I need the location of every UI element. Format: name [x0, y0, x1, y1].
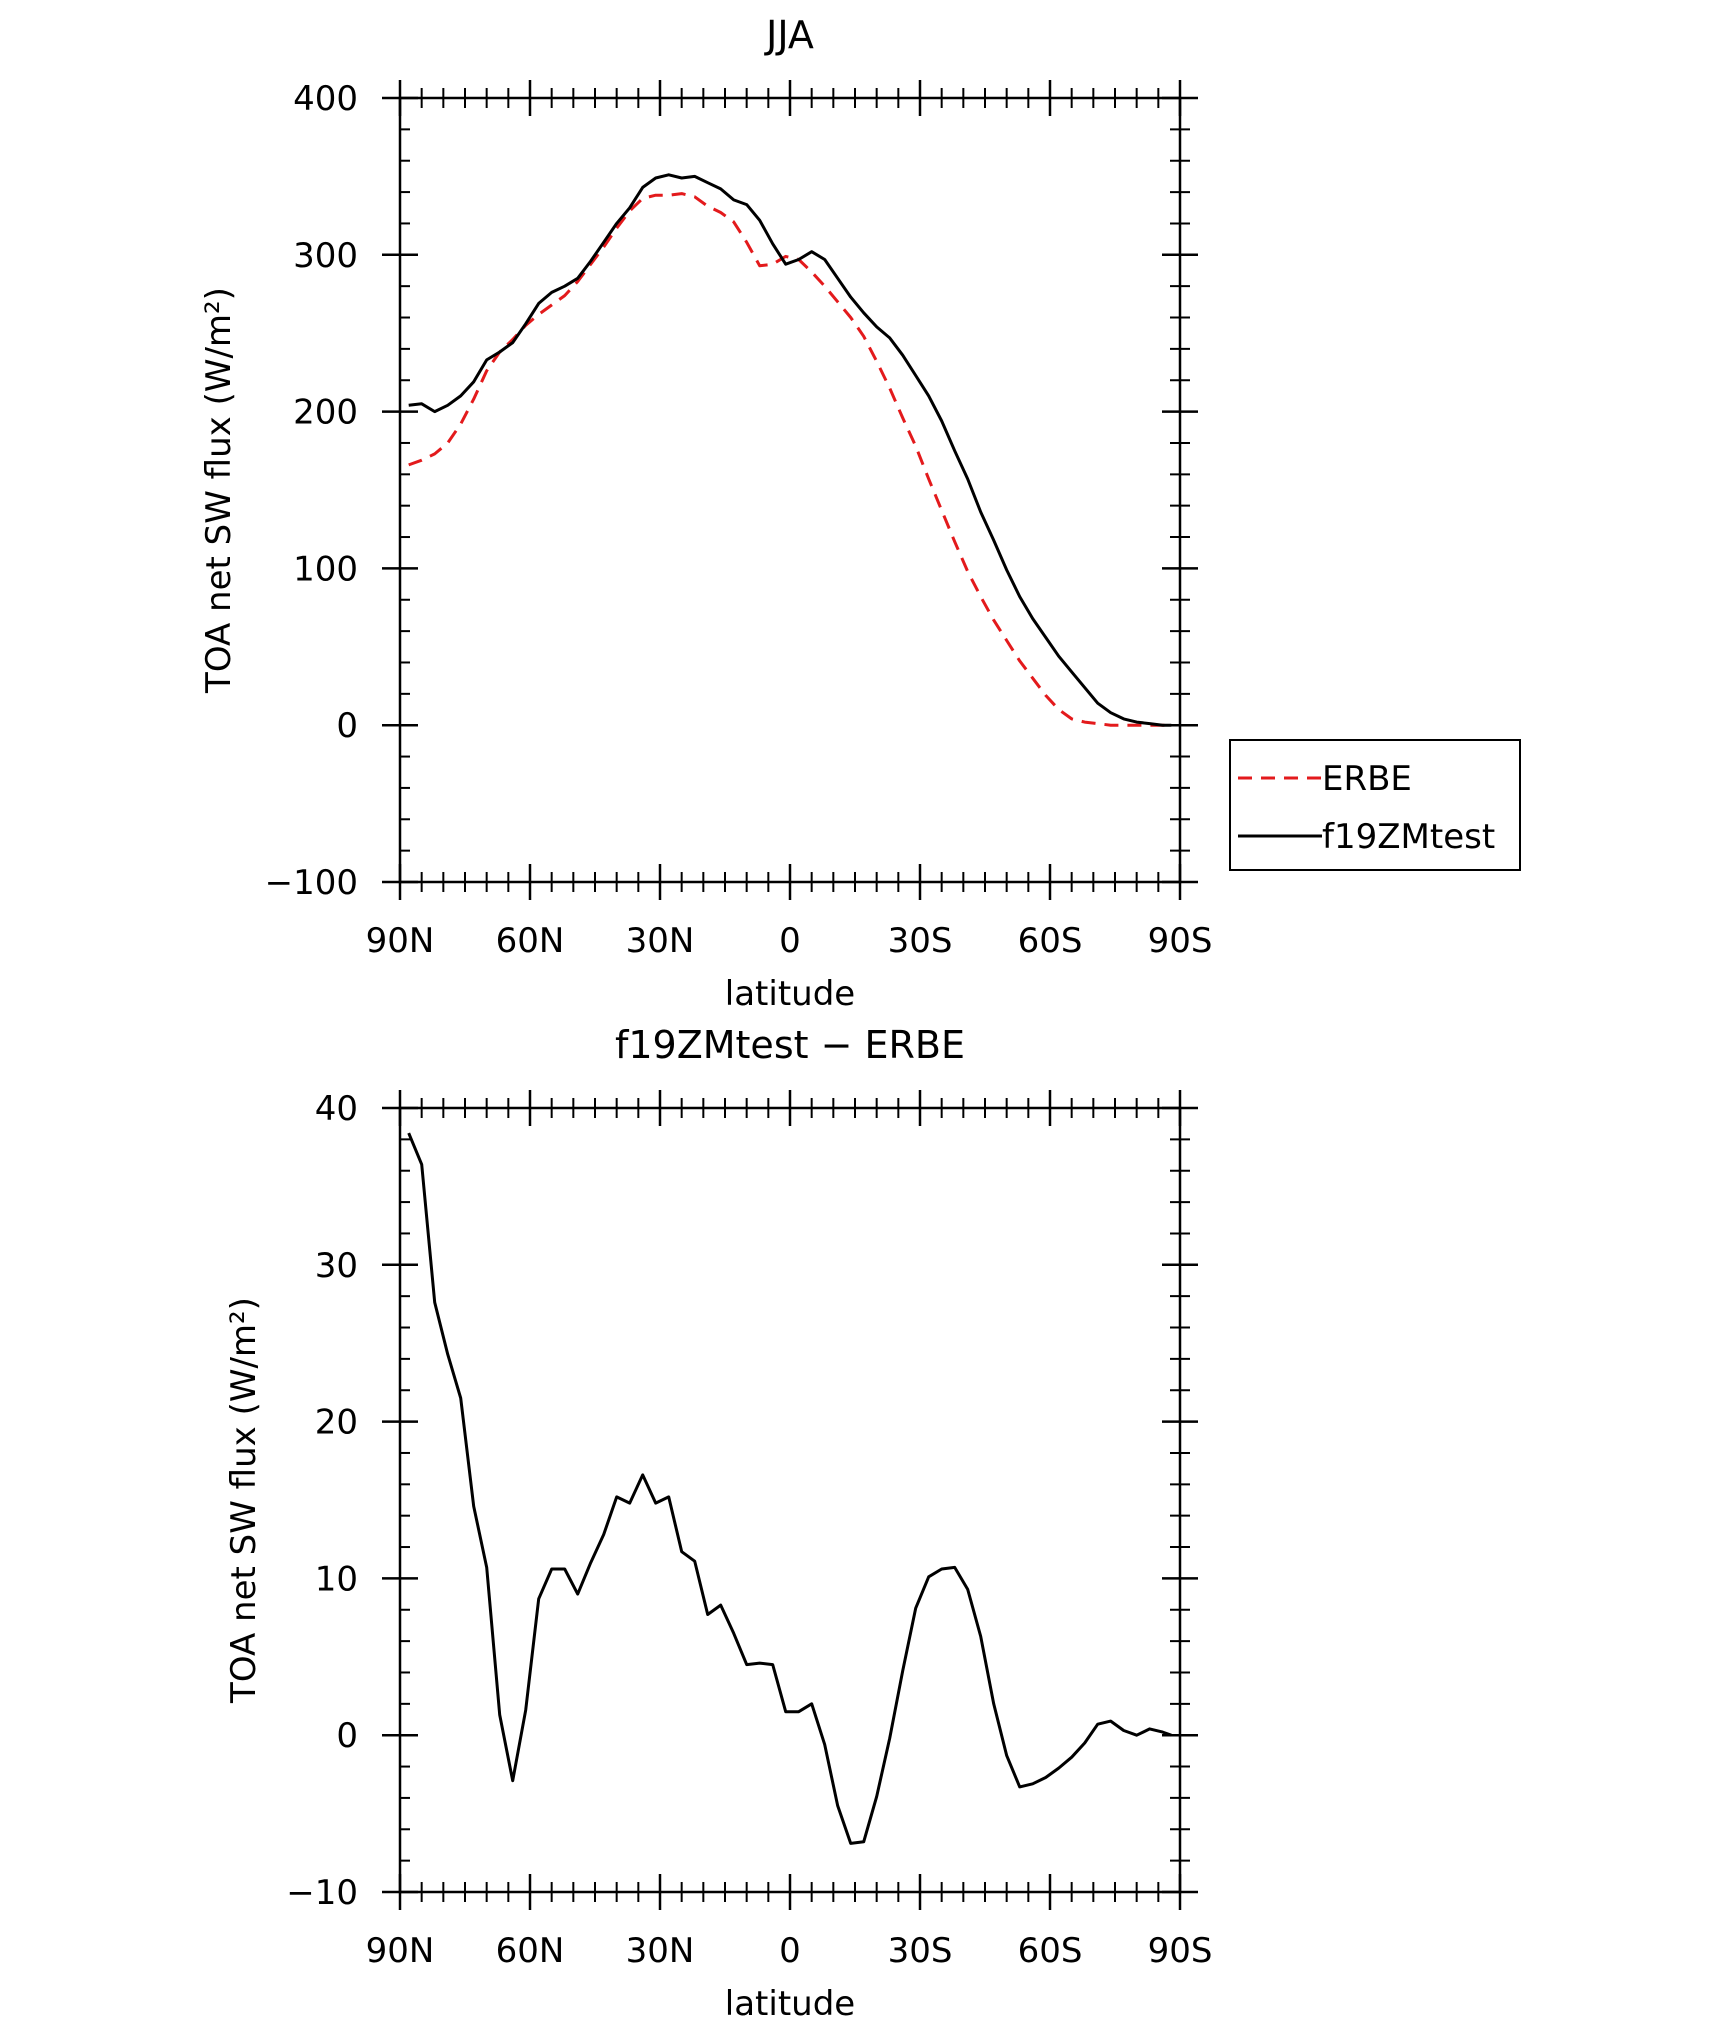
y-tick-label: 10: [315, 1559, 358, 1599]
y-tick-label: −10: [286, 1873, 358, 1913]
y-axis-label: TOA net SW flux (W/m²): [199, 287, 239, 694]
series-line-erbe: [408, 192, 1172, 727]
y-tick-label: 0: [336, 706, 358, 746]
y-tick-label: 40: [315, 1089, 358, 1129]
x-tick-label: 90N: [366, 1931, 435, 1971]
y-tick-label: 30: [315, 1246, 358, 1286]
chart-title: JJA: [764, 13, 814, 57]
y-tick-label: 0: [336, 1716, 358, 1756]
y-tick-label: 400: [293, 79, 358, 119]
x-tick-label: 90S: [1148, 1931, 1213, 1971]
legend-box: [1229, 739, 1521, 871]
x-tick-label: 30S: [888, 1931, 953, 1971]
panel-2: f19ZMtest − ERBE −10 0 10 20 30 40 90N 60N 30N 0 30…: [224, 1023, 1212, 2021]
y-tick-label: 300: [293, 236, 358, 276]
x-tick-label: 60S: [1018, 921, 1083, 961]
x-tick-label: 90N: [366, 921, 435, 961]
x-tick-label: 90S: [1148, 921, 1213, 961]
plot-frame: [398, 96, 1182, 884]
chart-title: f19ZMtest − ERBE: [615, 1023, 965, 1067]
y-axis-label: TOA net SW flux (W/m²): [224, 1297, 264, 1704]
x-tick-label: 60N: [496, 1931, 565, 1971]
x-tick-label: 30S: [888, 921, 953, 961]
x-tick-label: 0: [779, 921, 801, 961]
y-tick-label: 100: [293, 549, 358, 589]
x-tick-label: 30N: [626, 921, 695, 961]
x-axis-label: latitude: [725, 1984, 855, 2021]
series-line-f19zmtest: [408, 173, 1172, 727]
series-line-difference: [407, 1132, 1172, 1845]
legend: ERBE f19ZMtest: [1229, 739, 1521, 871]
y-tick-label: 20: [315, 1403, 358, 1443]
plot-frame: [398, 1106, 1182, 1894]
x-tick-label: 60N: [496, 921, 565, 961]
x-tick-label: 30N: [626, 1931, 695, 1971]
x-tick-label: 0: [779, 1931, 801, 1971]
y-tick-label: −100: [265, 863, 358, 903]
y-tick-label: 200: [293, 393, 358, 433]
x-axis-label: latitude: [725, 974, 855, 1014]
panel-1: JJA −100 0 100 200 300 400 90N 60N 30N 0 30S 60S 90S l…: [199, 13, 1521, 1014]
legend-label: f19ZMtest: [1322, 817, 1495, 857]
legend-label: ERBE: [1322, 759, 1412, 799]
x-tick-label: 60S: [1018, 1931, 1083, 1971]
